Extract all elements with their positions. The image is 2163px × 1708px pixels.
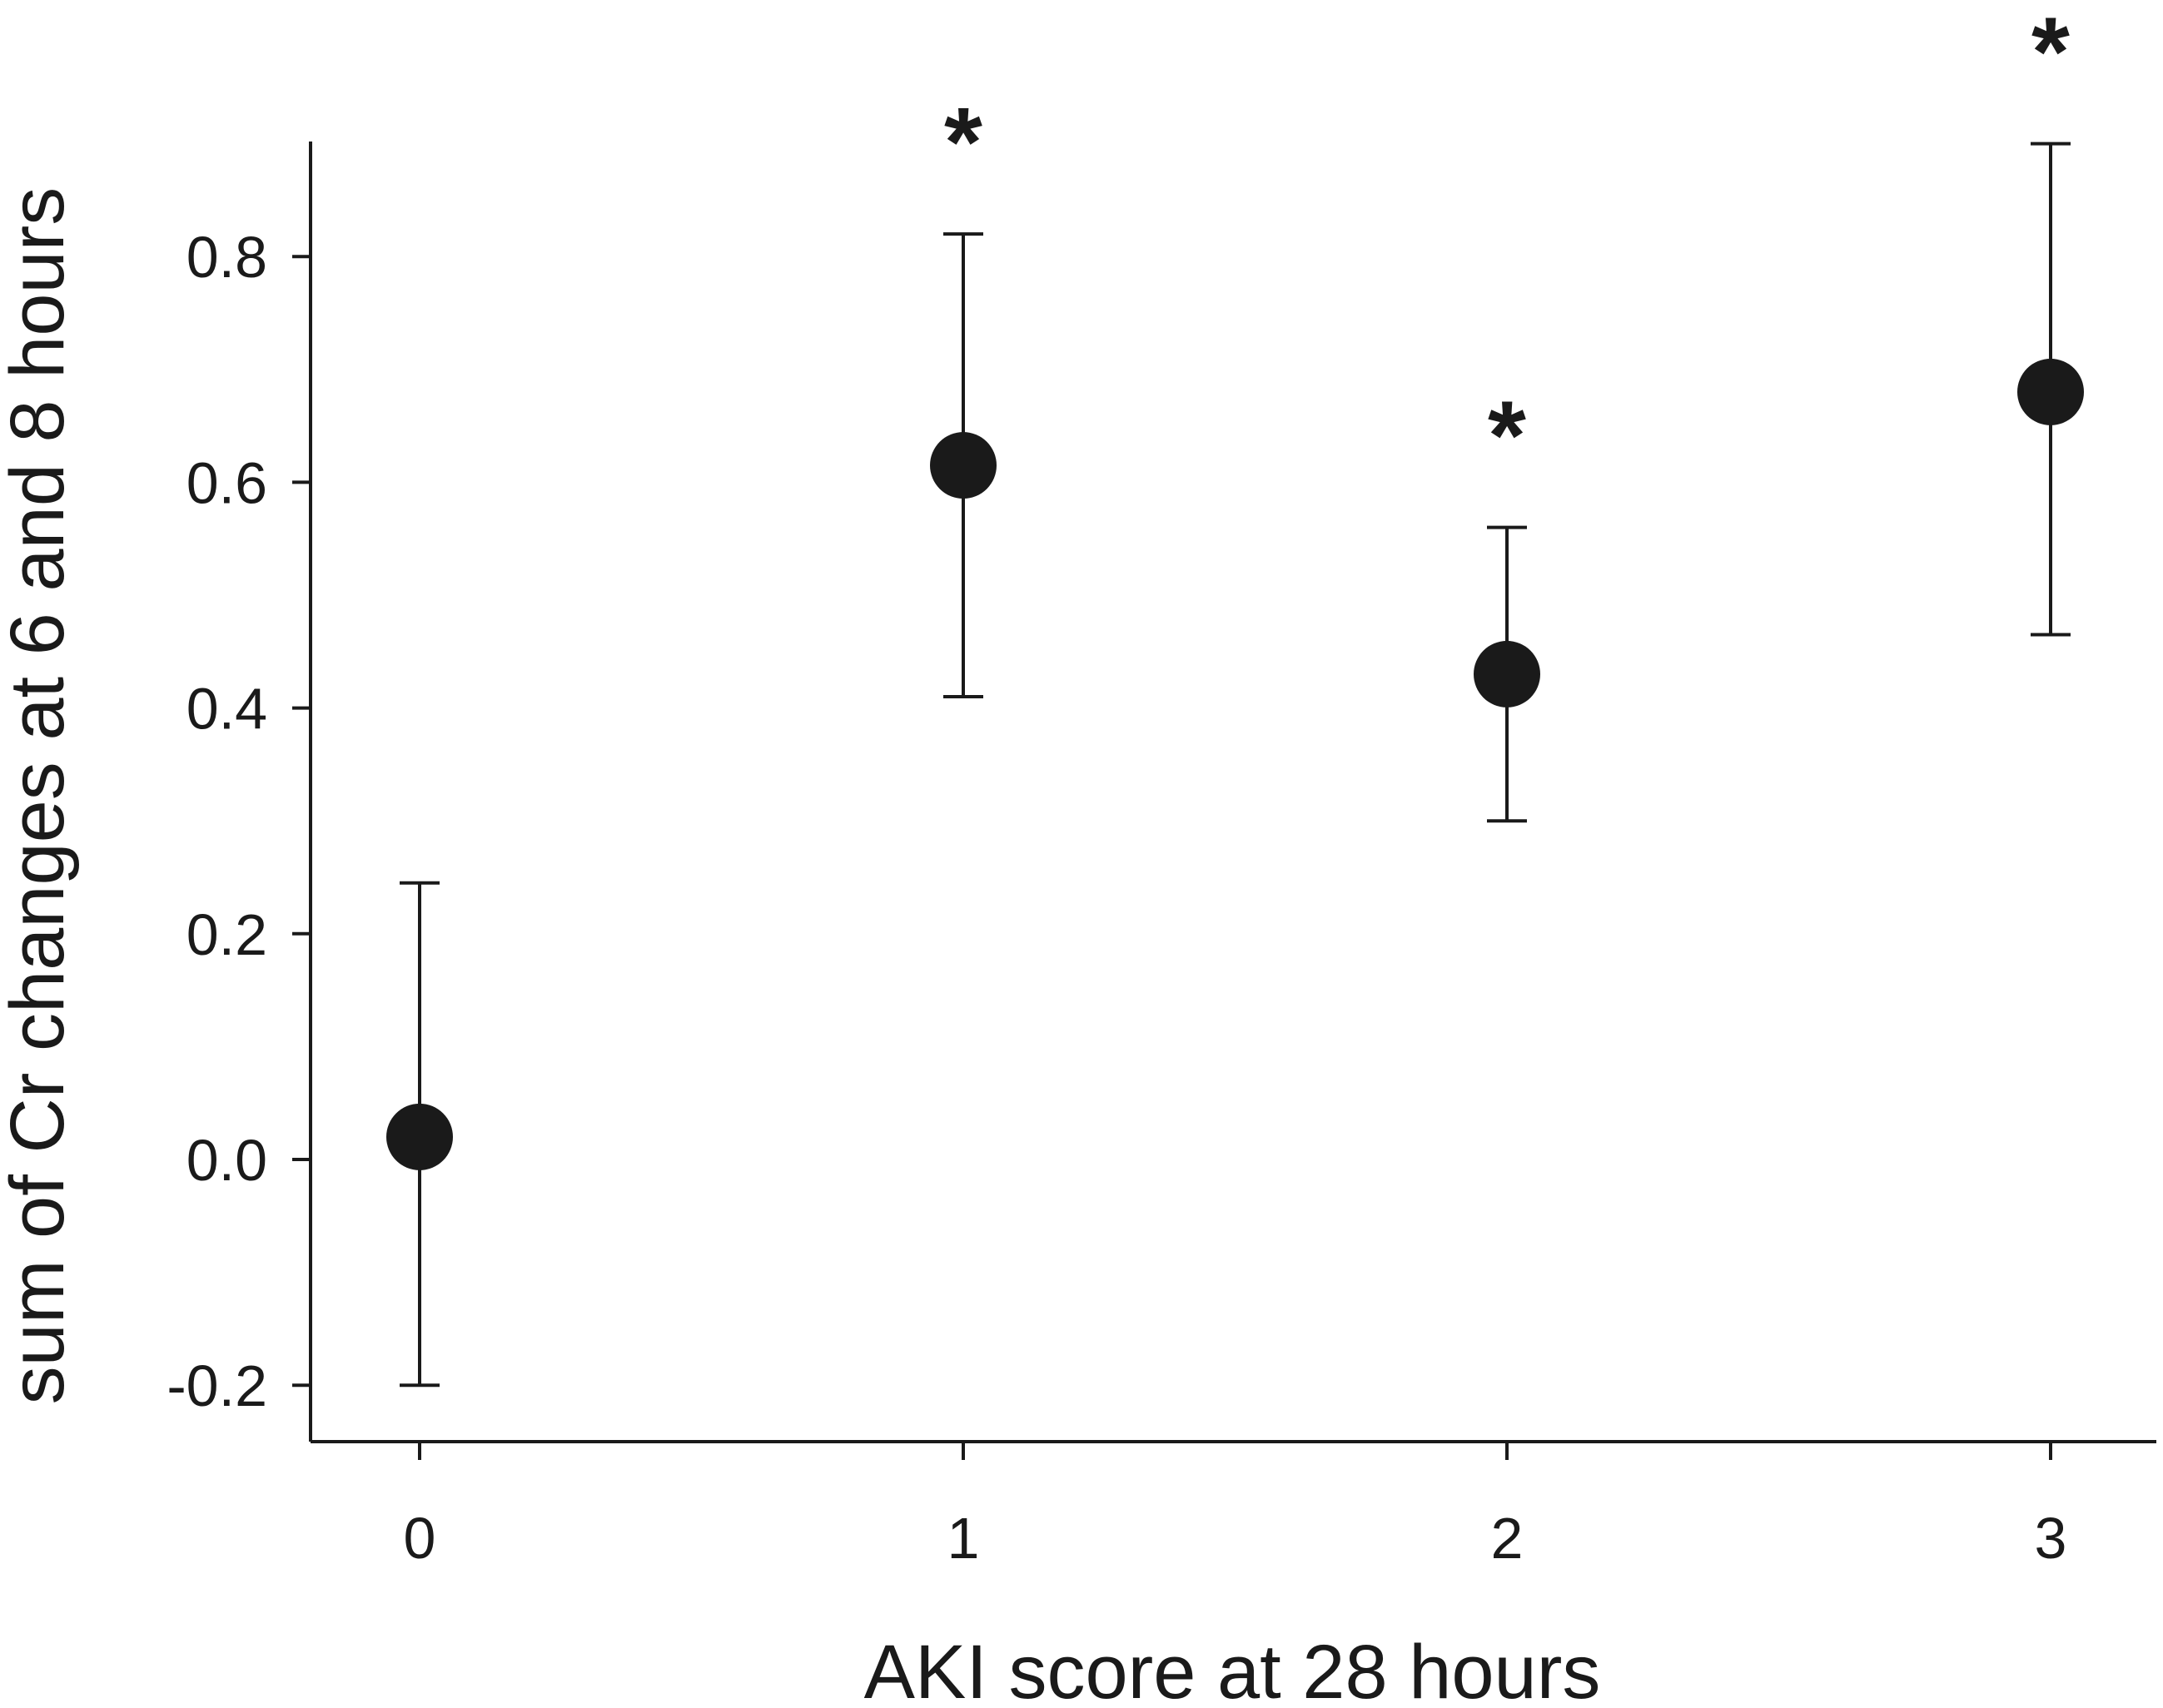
y-tick-label: 0.2 bbox=[186, 902, 267, 967]
x-tick-label: 2 bbox=[1491, 1506, 1524, 1571]
y-tick-label: 0.4 bbox=[186, 677, 267, 742]
data-point bbox=[386, 1103, 453, 1170]
data-point bbox=[2017, 358, 2084, 425]
y-ticks: -0.2 0.0 0.2 0.4 0.6 0.8 bbox=[167, 225, 311, 1418]
y-tick-label: 0.0 bbox=[186, 1128, 267, 1193]
significance-star: * bbox=[944, 87, 982, 197]
axes bbox=[309, 142, 2156, 1443]
y-tick-label: 0.6 bbox=[186, 450, 267, 515]
x-tick-label: 3 bbox=[2035, 1506, 2067, 1571]
y-axis-title: sum of Cr changes at 6 and 8 hours bbox=[0, 187, 80, 1405]
x-tick-label: 1 bbox=[947, 1506, 980, 1571]
data-point bbox=[1474, 640, 1540, 708]
x-tick-label: 0 bbox=[404, 1506, 436, 1571]
data-point bbox=[930, 432, 997, 499]
significance-star: * bbox=[1488, 381, 1526, 491]
x-axis-title: AKI score at 28 hours bbox=[864, 1630, 1601, 1708]
x-ticks: 0 1 2 3 bbox=[404, 1442, 2067, 1571]
marks: * * * bbox=[386, 0, 2084, 1388]
significance-star: * bbox=[2031, 0, 2070, 107]
y-tick-label: -0.2 bbox=[167, 1353, 267, 1418]
y-tick-label: 0.8 bbox=[186, 225, 267, 290]
